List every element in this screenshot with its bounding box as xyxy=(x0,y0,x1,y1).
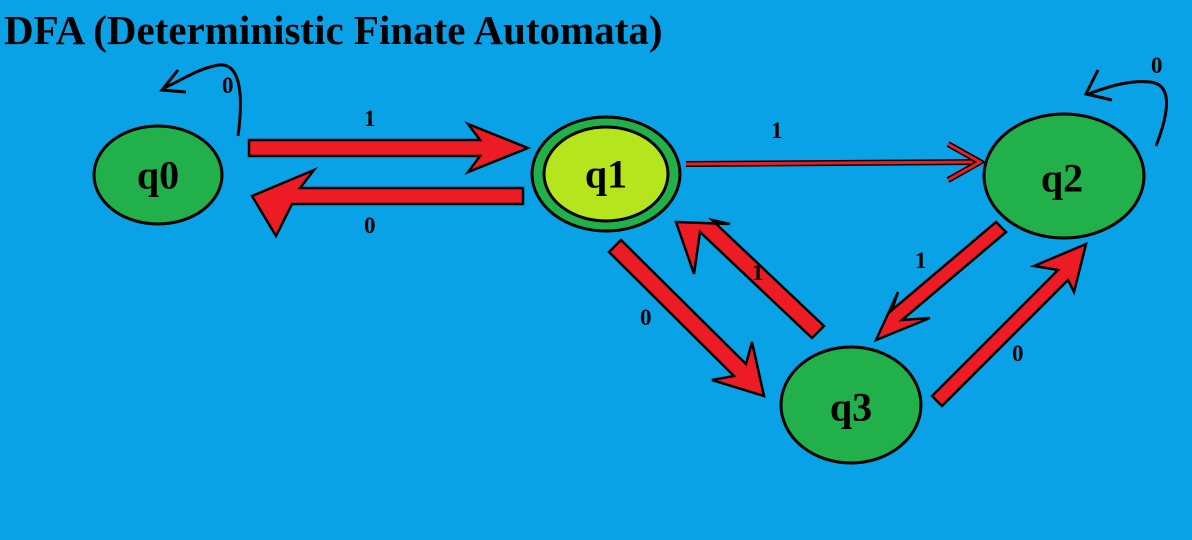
state-q1: q1 xyxy=(530,115,682,233)
state-q0: q0 xyxy=(92,124,224,226)
arrow-q1-q3 xyxy=(607,238,766,398)
diagram-title: DFA (Deterministic Finate Automata) xyxy=(4,7,663,53)
label-q0-q1: 1 xyxy=(364,106,376,131)
arrow-q1-q2 xyxy=(685,141,987,183)
state-q3-label: q3 xyxy=(830,385,872,430)
arrow-q1-q0 xyxy=(250,167,525,239)
state-q2-label: q2 xyxy=(1041,156,1083,201)
arrow-q2-q3 xyxy=(873,220,1008,343)
loop-q2-q2 xyxy=(1083,69,1168,147)
loop-q0-q0 xyxy=(159,63,242,137)
label-q3-q2: 0 xyxy=(1012,341,1024,366)
state-q2: q2 xyxy=(982,112,1146,240)
state-q3: q3 xyxy=(779,345,923,465)
arrow-q3-q2 xyxy=(930,241,1088,408)
label-q1-q3: 0 xyxy=(640,305,652,330)
label-q2-q2: 0 xyxy=(1151,53,1163,78)
label-q3-q1: 1 xyxy=(752,260,764,285)
label-q1-q0: 0 xyxy=(364,213,376,238)
state-q1-label: q1 xyxy=(585,152,627,197)
arrow-q0-q1 xyxy=(247,121,532,175)
label-q2-q3: 1 xyxy=(915,248,927,273)
state-q0-label: q0 xyxy=(137,153,179,198)
arrow-q3-q1 xyxy=(674,217,826,340)
label-q0-q0: 0 xyxy=(222,73,234,98)
label-q1-q2: 1 xyxy=(771,118,783,143)
